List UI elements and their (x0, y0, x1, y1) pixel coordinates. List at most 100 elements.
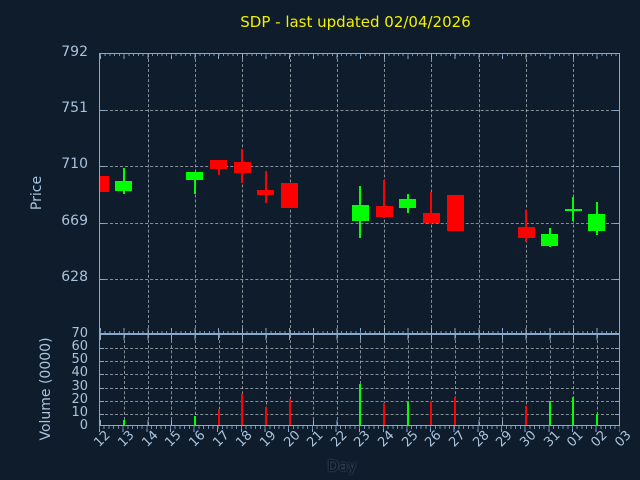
volume-tick-label: 40 (71, 365, 88, 381)
price-bottom-minor-ticks (100, 331, 619, 333)
volume-top-day-ticks (100, 335, 619, 340)
price-top-minor-ticks (100, 54, 619, 56)
candle-wick (264, 170, 267, 204)
price-h-gridline (100, 166, 619, 168)
volume-v-gridline (596, 335, 598, 425)
volume-left-tick (100, 400, 104, 402)
volume-left-tick (100, 361, 104, 363)
price-right-tick (614, 222, 619, 224)
candle-wick (430, 192, 433, 224)
volume-left-tick (100, 387, 104, 389)
volume-bar (525, 405, 527, 425)
candle-body (281, 182, 298, 208)
candle-body (588, 214, 606, 231)
price-v-gridline (147, 54, 149, 333)
price-bottom-day-ticks (100, 328, 619, 333)
candle-body (446, 195, 464, 231)
volume-v-gridline (502, 335, 504, 425)
candle-body (399, 199, 417, 208)
volume-left-tick (100, 348, 104, 350)
volume-v-gridline (549, 335, 551, 425)
volume-bar (217, 408, 220, 425)
price-v-gridline (242, 54, 244, 333)
price-v-gridline (573, 54, 575, 333)
candle-body (233, 162, 251, 174)
volume-v-gridline (242, 335, 244, 425)
candle-body (564, 208, 582, 212)
volume-bar (595, 413, 598, 425)
chart-title: SDP - last updated 02/04/2026 (240, 13, 471, 31)
volume-v-gridline (171, 335, 173, 425)
volume-v-gridline (407, 335, 409, 425)
volume-bar (572, 396, 575, 425)
volume-tick-label: 30 (71, 378, 88, 394)
price-v-gridline (478, 54, 480, 333)
x-axis-minor-ticks (99, 426, 620, 429)
volume-right-tick (615, 348, 619, 350)
volume-h-gridline (100, 348, 619, 350)
candle-wick (122, 167, 125, 194)
volume-right-tick (615, 374, 619, 376)
volume-v-gridline (384, 335, 386, 425)
volume-right-tick (615, 361, 619, 363)
price-tick-label: 751 (61, 100, 88, 117)
volume-tick-label: 60 (71, 339, 88, 355)
volume-v-gridline (573, 335, 575, 425)
candle-body (257, 189, 275, 196)
price-right-tick (614, 166, 619, 168)
volume-tick-label: 20 (71, 391, 88, 407)
candle-body (210, 159, 228, 170)
volume-bar (241, 394, 244, 425)
candle-wick (525, 210, 527, 242)
price-right-tick (614, 278, 619, 280)
x-axis-day-ticks (99, 426, 620, 432)
volume-tick-label: 10 (71, 404, 88, 420)
volume-tick-label: 0 (79, 418, 88, 433)
volume-bar (122, 420, 125, 425)
candle-wick (193, 171, 196, 194)
price-v-gridline (526, 54, 527, 333)
volume-left-tick (100, 374, 104, 376)
volume-bar (406, 402, 409, 425)
volume-left-tick (100, 413, 104, 415)
volume-v-gridline (123, 335, 125, 425)
price-tick-label: 710 (61, 156, 88, 173)
volume-right-tick (615, 413, 619, 415)
price-v-gridline (336, 54, 338, 333)
volume-bar (288, 399, 291, 425)
volume-bar (383, 403, 386, 425)
volume-right-tick (615, 400, 619, 402)
x-axis-title: Day (327, 457, 357, 475)
volume-bar (548, 400, 551, 425)
price-right-tick (614, 110, 619, 112)
candle-wick (383, 180, 386, 219)
volume-v-gridline (360, 335, 362, 425)
candle-body (541, 233, 559, 246)
price-tick-label: 792 (61, 44, 88, 60)
candle-body (351, 204, 369, 222)
price-tick-label: 628 (61, 268, 88, 285)
candle-body (422, 213, 440, 223)
volume-right-tick (615, 387, 619, 389)
volume-v-gridline (194, 335, 196, 425)
volume-v-gridline (313, 335, 315, 425)
price-left-tick (100, 166, 105, 168)
volume-v-gridline (147, 335, 149, 425)
volume-bar (193, 416, 196, 425)
volume-h-gridline (100, 374, 619, 376)
candle-body (186, 171, 204, 181)
volume-v-gridline (431, 335, 433, 425)
price-left-tick (100, 110, 105, 112)
price-tick-label: 669 (61, 212, 88, 229)
volume-bar (264, 407, 267, 425)
volume-v-gridline (478, 335, 480, 425)
volume-v-gridline (336, 335, 338, 425)
price-h-gridline (100, 110, 619, 112)
volume-v-gridline (218, 335, 220, 425)
price-top-day-ticks (100, 54, 619, 59)
price-left-tick (100, 278, 105, 280)
volume-v-gridline (289, 335, 291, 425)
price-left-tick (100, 222, 105, 224)
volume-tick-label: 50 (71, 352, 88, 368)
